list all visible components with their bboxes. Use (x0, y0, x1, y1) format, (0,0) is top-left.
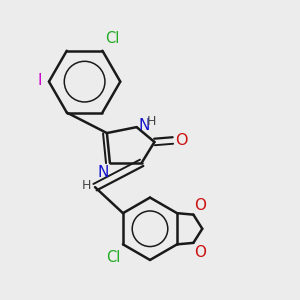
Text: I: I (37, 73, 41, 88)
Text: O: O (175, 133, 187, 148)
Text: H: H (146, 115, 156, 128)
Text: N: N (97, 165, 108, 180)
Text: O: O (194, 245, 206, 260)
Text: H: H (82, 179, 92, 192)
Text: Cl: Cl (106, 250, 120, 265)
Text: O: O (194, 198, 206, 213)
Text: Cl: Cl (105, 31, 120, 46)
Text: N: N (139, 118, 150, 134)
